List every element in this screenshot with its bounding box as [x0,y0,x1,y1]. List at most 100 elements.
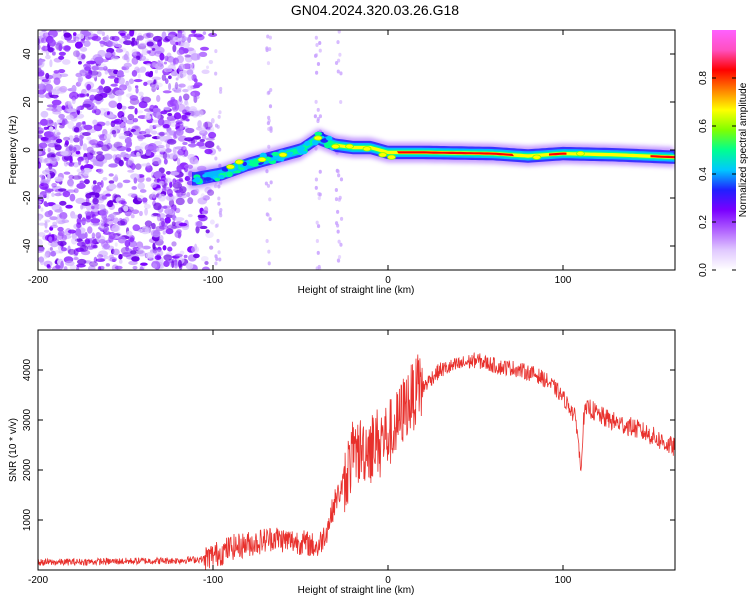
heatmap-speck [108,173,114,177]
ridge-peak [234,159,244,165]
heatmap-speck [152,212,159,216]
ridge-blob [314,131,323,136]
heatmap-speck [131,57,139,65]
heatmap-speck [196,220,203,228]
heatmap-speck [152,242,156,250]
heatmap-speck [127,105,135,110]
snr-y-tick-label: 1000 [22,508,33,531]
heatmap-speck [336,229,340,234]
heatmap-speck [131,186,137,190]
heatmap-speck [103,226,110,234]
heatmap-speck [47,47,54,53]
heatmap-speck [103,216,108,225]
heatmap-speck [314,99,318,104]
heatmap-speck [131,209,140,215]
heatmap-speck [152,35,163,42]
heatmap-speck [50,250,57,257]
heatmap-speck [68,182,74,188]
heatmap-speck [135,38,140,46]
heatmap-speck [123,40,133,46]
heatmap-speck [171,103,177,111]
heatmap-speck [337,173,341,178]
ridge-blob [249,161,259,167]
heatmap-speck [193,110,201,117]
heatmap-speck [194,188,200,195]
heatmap-speck [162,230,166,235]
heatmap-speck [174,261,179,269]
heatmap-speck [119,84,128,91]
heatmap-speck [54,86,63,92]
heatmap-speck [73,248,79,256]
heatmap-speck [38,83,46,90]
ridge-blob [271,151,279,157]
heatmap-speck [159,217,165,222]
heatmap-speck [169,181,173,188]
snr-x-tick-label: 0 [385,575,391,586]
heatmap-speck [131,125,141,133]
heatmap-speck [54,176,64,182]
heatmap-speck [153,124,162,128]
heatmap-speck [101,195,107,200]
heatmap-speck [62,59,71,65]
heatmap-speck [194,159,199,165]
heatmap-speck [91,232,96,239]
heatmap-speck [44,167,55,174]
heatmap-speck [131,70,138,77]
heatmap-speck [52,90,60,96]
heatmap-speck [49,246,53,251]
heatmap-speck [130,41,135,47]
heatmap-speck [136,134,147,140]
heatmap-speck [38,31,46,37]
heatmap-speck [158,193,166,202]
colorbar-tick-label: 0.0 [698,263,709,277]
heatmap-speck [106,200,114,208]
heatmap-speck [268,104,273,109]
heatmap-speck [187,153,196,161]
heatmap-speck [38,247,45,253]
heatmap-speck [182,141,188,146]
heatmap-speck [165,130,175,136]
heatmap-speck [82,131,91,136]
heatmap-speck [39,174,45,178]
heatmap-speck [152,107,161,113]
heatmap-speck [110,212,117,218]
heatmap-speck [151,84,160,90]
heatmap-speck [93,123,103,132]
heatmap-speck [171,87,182,92]
heatmap-speck [67,178,74,187]
heatmap-speck [92,150,97,156]
heatmap-speck [130,163,136,170]
heatmap-speck [171,241,177,247]
heatmap-speck [95,231,102,239]
heatmap-speck [154,62,165,70]
heatmap-speck [89,88,100,93]
heatmap-speck [191,74,197,81]
heatmap-speck [81,217,86,226]
heatmap-speck [89,94,96,101]
heatmap-speck [218,257,222,262]
heatmap-speck [171,225,180,229]
heatmap-speck [152,61,161,68]
heatmap-speck [136,241,144,249]
heatmap-speck [125,119,135,125]
heatmap-speck [49,216,58,221]
heatmap-speck [316,224,321,229]
heatmap-speck [266,213,271,218]
heatmap-speck [72,175,82,180]
heatmap-speck [179,250,185,255]
heatmap-speck [94,93,104,102]
heatmap-speck [137,182,146,190]
heatmap-speck [60,150,69,156]
heatmap-speck [113,77,120,84]
heatmap-speck [60,247,67,252]
heatmap-speck [139,53,144,58]
heatmap-speck [187,36,192,44]
heatmap-speck [174,217,185,222]
heatmap-speck [151,222,156,230]
heatmap-speck [112,176,119,182]
heatmap-speck [80,46,88,52]
heatmap-speck [267,115,271,120]
heatmap-speck [116,183,123,189]
heatmap-speck [52,104,57,109]
heatmap-speck [137,110,144,114]
